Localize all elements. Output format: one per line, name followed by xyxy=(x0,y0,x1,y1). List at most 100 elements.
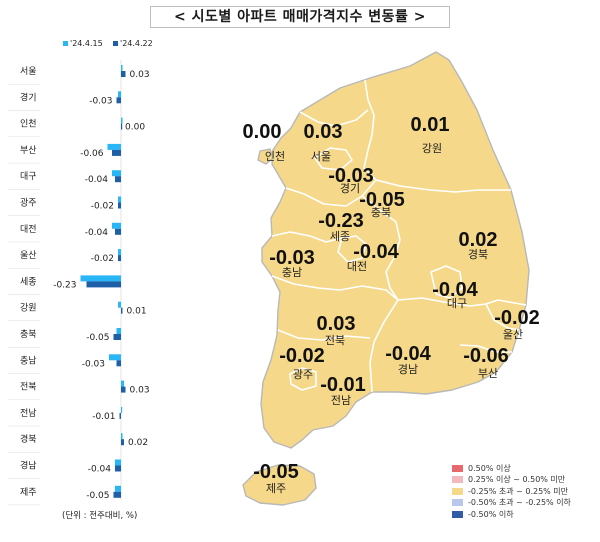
region-value: -0.04 xyxy=(353,241,399,263)
region-name: 대전 xyxy=(347,260,367,273)
category-label: 경남 xyxy=(20,460,37,472)
category-label: 경북 xyxy=(20,433,37,445)
bar-prev xyxy=(112,222,121,229)
region-name: 울산 xyxy=(503,328,523,341)
bar-curr xyxy=(86,281,121,288)
category-label: 울산 xyxy=(20,250,37,261)
value-label: -0.04 xyxy=(85,175,109,185)
region-value: 0.03 xyxy=(304,121,343,143)
region-value: 0.01 xyxy=(411,114,450,136)
value-label: -0.05 xyxy=(86,333,109,343)
bar-curr xyxy=(115,465,121,472)
bar-curr xyxy=(116,97,121,104)
legend-swatch-0 xyxy=(63,41,68,46)
bar-prev xyxy=(121,433,123,440)
category-label: 충남 xyxy=(20,355,37,366)
region-value: -0.05 xyxy=(359,189,405,211)
value-label: -0.05 xyxy=(86,491,109,501)
legend-swatch xyxy=(452,464,463,472)
value-label: -0.02 xyxy=(91,202,114,212)
region-name: 충남 xyxy=(282,266,302,279)
legend-swatch xyxy=(452,499,463,507)
value-label: -0.03 xyxy=(82,359,105,369)
legend-item: 0.25% 이상 ~ 0.50% 미만 xyxy=(452,475,592,485)
region-name: 경북 xyxy=(468,248,488,261)
value-label: 0.01 xyxy=(127,307,147,317)
region-value: -0.05 xyxy=(253,461,299,483)
value-label: 0.00 xyxy=(125,123,145,133)
region-value: -0.01 xyxy=(320,374,366,396)
ganghwa-island xyxy=(257,148,274,165)
category-label: 서울 xyxy=(20,66,37,77)
region-value: -0.04 xyxy=(385,343,431,365)
page-title: < 시도별 아파트 매매가격지수 변동률 > xyxy=(150,6,450,28)
legend-swatch xyxy=(452,487,463,495)
category-label: 세종 xyxy=(20,276,37,287)
bar-prev xyxy=(115,485,121,492)
value-label: -0.01 xyxy=(92,412,115,422)
legend-label-0: '24.4.15 xyxy=(70,39,103,48)
legend-swatch xyxy=(452,510,463,518)
value-label: -0.06 xyxy=(80,149,104,159)
region-name: 서울 xyxy=(311,150,331,163)
bar-curr xyxy=(113,491,121,498)
region-name: 경남 xyxy=(398,363,418,376)
bar-curr xyxy=(118,202,121,209)
value-label: 0.03 xyxy=(130,70,150,80)
bar-curr xyxy=(118,255,121,262)
bar-prev xyxy=(118,196,121,203)
bar-prev xyxy=(121,65,123,71)
region-value: 0.03 xyxy=(317,313,356,335)
region-value: -0.06 xyxy=(463,345,509,367)
bar-curr xyxy=(116,360,121,367)
category-label: 전남 xyxy=(20,408,37,419)
bar-prev xyxy=(80,275,121,282)
legend-label-1: '24.4.22 xyxy=(120,39,153,48)
bar-prev xyxy=(121,117,123,124)
region-name: 전남 xyxy=(331,394,351,407)
legend-label: 0.50% 이상 xyxy=(468,463,511,473)
legend-swatch-1 xyxy=(113,41,118,46)
region-name: 전북 xyxy=(325,334,345,347)
region-name: 광주 xyxy=(293,368,313,381)
bar-curr xyxy=(121,439,124,446)
category-label: 강원 xyxy=(20,303,37,314)
bar-prev xyxy=(118,301,121,308)
region-value: -0.03 xyxy=(269,247,315,269)
bar-prev xyxy=(118,91,121,98)
bar-chart: '24.4.15 '24.4.22 서울 0.03 경기 -0.03 인천 0.00 부산 -0.… xyxy=(8,39,153,506)
bar-curr xyxy=(115,228,121,235)
bar-prev xyxy=(121,406,123,413)
region-value: 0.00 xyxy=(243,121,282,143)
legend-label: 0.25% 이상 ~ 0.50% 미만 xyxy=(468,475,566,485)
region-value: -0.02 xyxy=(279,345,325,367)
jeju-island xyxy=(242,464,317,506)
category-label: 충북 xyxy=(20,329,37,340)
region-value: -0.03 xyxy=(328,165,374,187)
mainland xyxy=(260,51,530,449)
value-label: -0.04 xyxy=(85,228,109,238)
legend-label: -0.50% 초과 ~ -0.25% 이하 xyxy=(468,498,571,508)
bar-prev xyxy=(109,354,121,361)
legend-label: -0.25% 초과 ~ 0.25% 미만 xyxy=(468,486,569,496)
bar-curr xyxy=(119,412,121,419)
region-name: 부산 xyxy=(478,367,498,380)
bar-prev xyxy=(121,380,124,387)
category-label: 부산 xyxy=(20,145,37,156)
category-label: 광주 xyxy=(20,197,37,209)
region-value: -0.23 xyxy=(318,210,364,232)
unit-note: (단위 : 전주대비, %) xyxy=(62,511,138,521)
bar-prev xyxy=(118,249,121,256)
value-label: 0.02 xyxy=(128,438,148,448)
legend-item: -0.25% 초과 ~ 0.25% 미만 xyxy=(452,486,592,496)
map-land xyxy=(242,51,530,506)
category-label: 제주 xyxy=(20,487,37,498)
region-name: 대구 xyxy=(447,297,467,310)
category-label: 경기 xyxy=(20,91,37,103)
value-label: -0.02 xyxy=(91,254,114,264)
region-name: 경기 xyxy=(340,182,360,195)
region-name: 제주 xyxy=(266,482,286,495)
legend-item: -0.50% 초과 ~ -0.25% 이하 xyxy=(452,498,592,508)
category-label: 인천 xyxy=(20,119,37,130)
